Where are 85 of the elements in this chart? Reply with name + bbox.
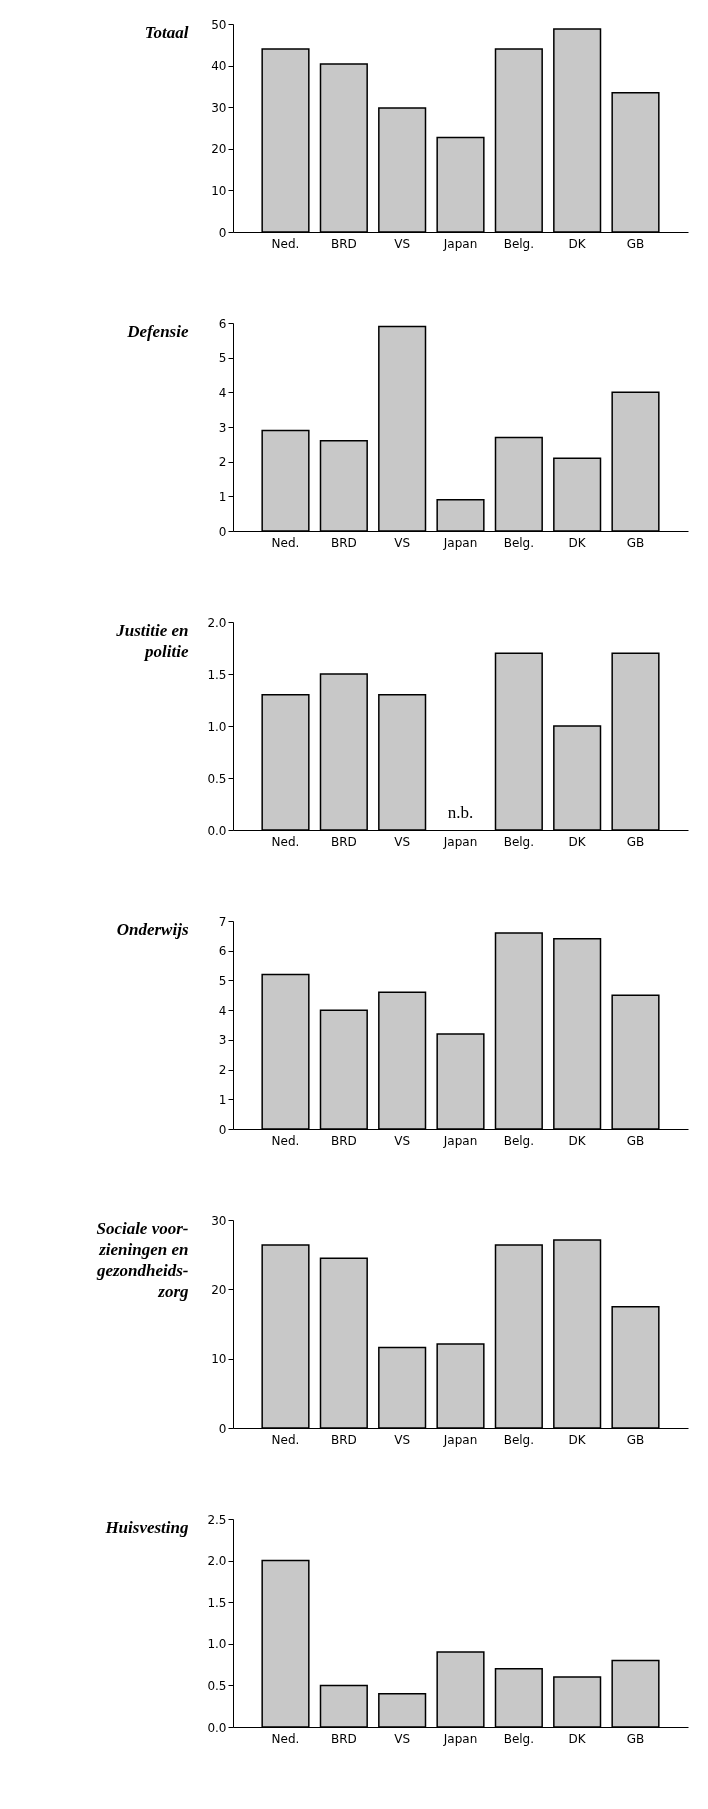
- y-tick-label: 2.0: [207, 1554, 227, 1569]
- x-tick-label: BRD: [330, 1432, 357, 1447]
- x-tick-label: GB: [626, 834, 645, 849]
- y-tick-label: 0: [218, 524, 227, 539]
- y-tick-label: 40: [211, 59, 227, 74]
- x-tick-label: VS: [394, 834, 411, 849]
- x-tick-label: Japan: [442, 834, 478, 849]
- y-tick-label: 2.0: [207, 615, 227, 630]
- y-tick-label: 20: [211, 1282, 227, 1297]
- y-tick-label: 1.0: [207, 1637, 227, 1652]
- y-tick-label: 2.5: [207, 1512, 227, 1527]
- x-tick-label: GB: [626, 535, 645, 550]
- x-tick-label: Belg.: [503, 1133, 535, 1148]
- chart-title: Defensie: [126, 321, 189, 341]
- text: Justitie en politie: [115, 620, 189, 661]
- chart-title: Huisvesting: [104, 1517, 189, 1537]
- y-tick-label: 0.5: [207, 1678, 227, 1693]
- y-tick-label: 0: [218, 1122, 227, 1137]
- x-tick-label: GB: [626, 1133, 645, 1148]
- x-tick-label: Japan: [442, 1731, 478, 1746]
- x-tick-label: Belg.: [503, 1731, 535, 1746]
- x-tick-label: Japan: [442, 236, 478, 251]
- y-tick-label: 6: [218, 316, 227, 331]
- x-tick-label: Belg.: [503, 535, 535, 550]
- x-tick-label: DK: [568, 1133, 587, 1148]
- annotation: n.b.: [447, 803, 474, 822]
- x-tick-label: Belg.: [503, 1432, 535, 1447]
- x-tick-label: VS: [394, 1133, 411, 1148]
- y-tick-label: 1.0: [207, 719, 227, 734]
- x-tick-label: Ned.: [271, 1432, 300, 1447]
- chart-title: Totaal: [144, 22, 189, 42]
- y-tick-label: 4: [218, 385, 227, 400]
- y-tick-label: 2: [218, 455, 227, 470]
- x-tick-label: Ned.: [271, 1133, 300, 1148]
- y-tick-label: 5: [218, 351, 227, 366]
- x-tick-label: Ned.: [271, 236, 300, 251]
- x-tick-label: GB: [626, 236, 645, 251]
- x-tick-label: Ned.: [271, 1731, 300, 1746]
- text: Sociale voor- zieningen en gezondheids- zorg: [95, 1218, 189, 1301]
- y-tick-label: 1.5: [207, 667, 227, 682]
- x-tick-label: VS: [394, 1432, 411, 1447]
- y-tick-label: 6: [218, 944, 227, 959]
- x-tick-label: BRD: [330, 1133, 357, 1148]
- y-tick-label: 5: [218, 973, 227, 988]
- y-tick-label: 0.0: [207, 823, 227, 838]
- y-tick-label: 30: [211, 100, 227, 115]
- x-tick-label: DK: [568, 1731, 587, 1746]
- x-tick-label: BRD: [330, 236, 357, 251]
- y-tick-label: 1: [218, 489, 227, 504]
- x-tick-label: Ned.: [271, 535, 300, 550]
- y-tick-label: 3: [218, 420, 227, 435]
- x-tick-label: Ned.: [271, 834, 300, 849]
- x-tick-label: GB: [626, 1432, 645, 1447]
- x-tick-label: BRD: [330, 535, 357, 550]
- x-tick-label: DK: [568, 535, 587, 550]
- x-tick-label: Japan: [442, 1432, 478, 1447]
- y-tick-label: 3: [218, 1033, 227, 1048]
- y-tick-label: 30: [211, 1213, 227, 1228]
- x-tick-label: DK: [568, 1432, 587, 1447]
- y-tick-label: 0.5: [207, 771, 227, 786]
- y-tick-label: 2: [218, 1063, 227, 1078]
- x-tick-label: Belg.: [503, 834, 535, 849]
- x-tick-label: VS: [394, 1731, 411, 1746]
- x-tick-label: GB: [626, 1731, 645, 1746]
- y-tick-label: 10: [211, 1352, 227, 1367]
- x-tick-label: Japan: [442, 1133, 478, 1148]
- x-tick-label: DK: [568, 236, 587, 251]
- y-tick-label: 1.5: [207, 1595, 227, 1610]
- x-tick-label: DK: [568, 834, 587, 849]
- y-tick-label: 50: [211, 17, 227, 32]
- x-tick-label: Belg.: [503, 236, 535, 251]
- y-tick-label: 0: [218, 1421, 227, 1436]
- y-tick-label: 4: [218, 1003, 227, 1018]
- x-tick-label: BRD: [330, 834, 357, 849]
- y-tick-label: 0: [218, 225, 227, 240]
- x-tick-label: VS: [394, 535, 411, 550]
- x-tick-label: Japan: [442, 535, 478, 550]
- x-tick-label: VS: [394, 236, 411, 251]
- chart-title: Onderwijs: [116, 919, 189, 939]
- y-tick-label: 1: [218, 1092, 227, 1107]
- y-tick-label: 20: [211, 142, 227, 157]
- y-tick-label: 0.0: [207, 1720, 227, 1735]
- y-tick-label: 10: [211, 183, 227, 198]
- y-tick-label: 7: [218, 914, 227, 929]
- x-tick-label: BRD: [330, 1731, 357, 1746]
